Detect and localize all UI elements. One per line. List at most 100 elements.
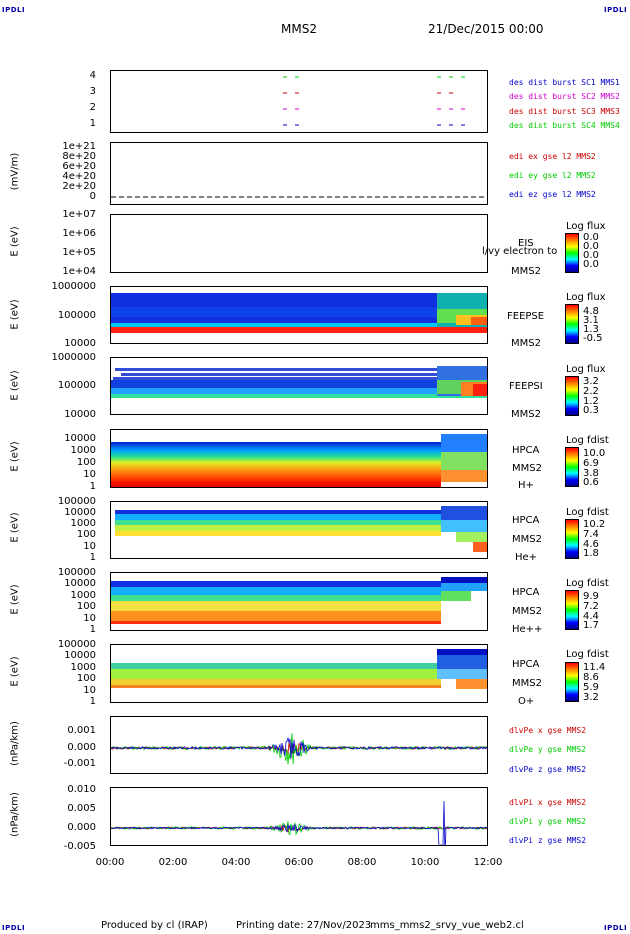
p2-tick-5: 0 <box>89 191 96 202</box>
p3-cb-v0: 0.0 <box>583 232 599 243</box>
p3-tick-3: 1e+04 <box>62 266 96 277</box>
p8-tick-0: 100000 <box>57 567 96 578</box>
panel-burst <box>110 70 488 133</box>
p3-tick-2: 1e+05 <box>62 247 96 258</box>
p5-inst: FEEPSI <box>509 381 543 392</box>
panel-hpca-he <box>110 501 488 559</box>
p7-tick-5: 1 <box>89 552 96 563</box>
p6-tick-4: 1 <box>89 481 96 492</box>
panel-dlvpe <box>110 716 488 774</box>
p6-cb-v1: 6.9 <box>583 458 599 469</box>
p9-cb-v0: 11.4 <box>583 662 606 673</box>
p5-cb-v2: 1.2 <box>583 396 599 407</box>
p2-ylabel: (mV/m) <box>9 152 21 191</box>
dlvpe-z-line <box>111 736 487 759</box>
p6-tick-0: 10000 <box>64 433 96 444</box>
p6-tick-2: 100 <box>76 457 96 468</box>
p8-cb-v3: 1.7 <box>583 620 599 631</box>
p5-tick-2: 10000 <box>64 409 96 420</box>
p4-cb-v0: 4.8 <box>583 306 599 317</box>
p1-tick-1: 1 <box>89 118 96 129</box>
x-tick-label: 00:00 <box>95 857 125 868</box>
p8-inst: HPCA <box>512 587 540 598</box>
p4-cb-title: Log flux <box>566 292 606 303</box>
p7-cb-v3: 1.8 <box>583 548 599 559</box>
p9-tick-4: 10 <box>83 685 96 696</box>
x-tick-label: 04:00 <box>221 857 251 868</box>
p4-inst: FEEPSE <box>507 311 545 322</box>
p9-sc: MMS2 <box>512 678 542 689</box>
p1-legend-mms1: des dist burst SC1 MMS1 <box>509 78 620 87</box>
p9-tick-2: 1000 <box>70 662 96 673</box>
p4-tick-0: 1000000 <box>51 281 96 292</box>
p8-cb-v0: 9.9 <box>583 591 599 602</box>
panel-hpca-h <box>110 429 488 488</box>
p11-ylabel: (nPa/km) <box>9 792 21 837</box>
p6-cb-v0: 10.0 <box>583 448 606 459</box>
p4-cb-v1: 3.1 <box>583 315 599 326</box>
p1-legend-mms4: des dist burst SC4 MMS4 <box>509 121 620 130</box>
p8-species: He++ <box>512 624 543 635</box>
p8-colorbar <box>565 590 579 630</box>
p2-tick-2: 6e+20 <box>62 161 96 172</box>
p3-tick-0: 1e+07 <box>62 209 96 220</box>
p9-species: O+ <box>518 696 535 707</box>
p8-tick-1: 10000 <box>64 578 96 589</box>
p2-legend-ez: edi ez gse l2 MMS2 <box>509 190 596 199</box>
p9-tick-1: 10000 <box>64 650 96 661</box>
p6-tick-1: 1000 <box>70 445 96 456</box>
dlvpi-lines <box>111 801 487 845</box>
p7-species: He+ <box>515 552 538 563</box>
p11-legend-y: dlvPi y gse MMS2 <box>509 817 587 826</box>
p9-ylabel: E (eV) <box>9 656 21 687</box>
p4-sc: MMS2 <box>511 338 541 349</box>
p11-legend-z: dlvPi z gse MMS2 <box>509 836 587 845</box>
p3-colorbar <box>565 233 579 273</box>
panel-hpca-hepp <box>110 572 488 631</box>
p8-tick-4: 10 <box>83 613 96 624</box>
footer-file: mms_mms2_srvy_vue_web2.cl <box>370 920 524 931</box>
x-tick-label: 02:00 <box>158 857 188 868</box>
p8-tick-5: 1 <box>89 624 96 635</box>
p6-ylabel: E (eV) <box>9 441 21 472</box>
p9-tick-3: 100 <box>76 673 96 684</box>
dlvpe-lines <box>111 733 487 765</box>
p5-ylabel: E (eV) <box>9 370 21 401</box>
p5-cb-v1: 2.2 <box>583 386 599 397</box>
p7-cb-v1: 7.4 <box>583 529 599 540</box>
p5-cb-title: Log flux <box>566 364 606 375</box>
p9-tick-5: 1 <box>89 696 96 707</box>
p10-tick-2: -0.001 <box>63 758 96 769</box>
corner-label-tr: IPDLI <box>604 6 628 14</box>
p8-cb-v1: 7.2 <box>583 601 599 612</box>
x-tick-label: 08:00 <box>347 857 377 868</box>
p4-tick-1: 100000 <box>57 310 96 321</box>
p2-tick-0: 1e+21 <box>62 141 96 152</box>
p3-inst: EIS <box>518 238 534 249</box>
p10-tick-1: 0.000 <box>67 742 96 753</box>
p7-ylabel: E (eV) <box>9 512 21 543</box>
p7-tick-1: 10000 <box>64 507 96 518</box>
p7-cb-title: Log fdist <box>566 507 609 518</box>
x-tick-label: 12:00 <box>473 857 503 868</box>
p2-legend-ex: edi ex gse l2 MMS2 <box>509 152 596 161</box>
panel-hpca-o <box>110 644 488 703</box>
p7-tick-2: 1000 <box>70 518 96 529</box>
p8-cb-v2: 4.4 <box>583 611 599 622</box>
p7-sc: MMS2 <box>512 534 542 545</box>
p9-cb-title: Log fdist <box>566 649 609 660</box>
p1-tick-3: 3 <box>89 86 96 97</box>
p7-cb-v0: 10.2 <box>583 519 606 530</box>
p3-sc: MMS2 <box>511 266 541 277</box>
p1-legend-mms3: des dist burst SC3 MMS3 <box>509 107 620 116</box>
p4-tick-2: 10000 <box>64 338 96 349</box>
p10-tick-0: 0.001 <box>67 725 96 736</box>
p9-cb-v2: 5.9 <box>583 682 599 693</box>
p5-sc: MMS2 <box>511 409 541 420</box>
p3-cb-title: Log flux <box>566 221 606 232</box>
p11-tick-3: -0.005 <box>63 841 96 852</box>
p7-tick-0: 100000 <box>57 496 96 507</box>
p10-ylabel: (nPa/km) <box>9 721 21 766</box>
dlvpi-z-line <box>111 801 487 845</box>
p4-colorbar <box>565 304 579 344</box>
